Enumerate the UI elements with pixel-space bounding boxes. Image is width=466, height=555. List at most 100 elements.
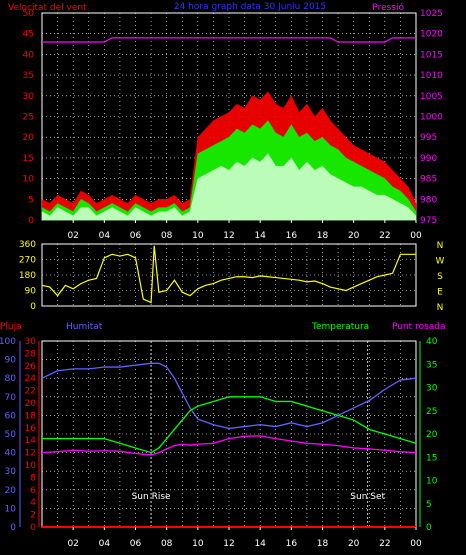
direction-y-tick-label: 360 <box>19 240 36 250</box>
wind-x-tick-label: 06 <box>130 231 142 241</box>
wind-series-speed <box>41 153 417 221</box>
direction-y-tick-label: 270 <box>19 256 36 266</box>
pressure-y-tick-label: 985 <box>420 175 437 185</box>
rain-y-tick-label: 12 <box>25 449 36 459</box>
direction-y-tick-label: 0 <box>30 302 36 312</box>
temperature-y-tick-label: 25 <box>426 407 437 417</box>
pressure-y-tick-label: 1000 <box>420 113 443 123</box>
sunrise-label: Sun Rise <box>132 492 171 502</box>
wind-y-tick-label: 20 <box>23 133 35 143</box>
temp-x-tick-label: 02 <box>67 539 78 549</box>
rain-y-tick-label: 8 <box>30 473 36 483</box>
rain-y-tick-label: 6 <box>30 486 36 496</box>
direction-compass-label: N <box>437 303 444 313</box>
temperature-legend-label: Temperatura <box>311 322 369 332</box>
rain-y-tick-label: 30 <box>25 337 37 347</box>
temp-series-temperatura <box>42 396 417 454</box>
rain-legend-label: Pluja <box>0 322 22 332</box>
temperature-y-tick-label: 30 <box>426 384 438 394</box>
wind-y-tick-label: 10 <box>23 175 35 185</box>
wind-x-tick-label: 02 <box>67 231 78 241</box>
temp-x-tick-label: 18 <box>317 539 329 549</box>
humidity-y-tick-label: 90 <box>5 356 17 366</box>
temp-series-punt-rosada <box>41 435 417 456</box>
temperature-y-tick-label: 0 <box>426 523 432 533</box>
pressure-y-tick-label: 990 <box>420 154 437 164</box>
temp-x-tick-label: 12 <box>223 539 234 549</box>
pressure-line <box>42 37 416 43</box>
pressure-y-tick-label: 1005 <box>420 92 443 102</box>
direction-compass-label: W <box>436 257 445 267</box>
temp-x-tick-label: 06 <box>130 539 142 549</box>
wind-y-tick-label: 40 <box>23 50 35 60</box>
humidity-y-tick-label: 30 <box>5 467 17 477</box>
temp-x-tick-label: 08 <box>161 539 173 549</box>
pressure-title: Pressió <box>372 2 404 13</box>
temperature-y-tick-label: 20 <box>426 430 438 440</box>
temp-x-tick-label: 14 <box>254 539 266 549</box>
pressure-y-tick-label: 980 <box>420 195 437 205</box>
wind-y-tick-label: 0 <box>28 216 34 226</box>
temp-x-tick-label: 04 <box>99 539 111 549</box>
temp-x-tick-label: 20 <box>348 539 360 549</box>
wind-y-tick-label: 30 <box>23 92 35 102</box>
wind-x-tick-label: 12 <box>223 231 234 241</box>
rain-y-tick-label: 20 <box>25 399 37 409</box>
rain-y-tick-label: 24 <box>25 374 37 384</box>
rain-y-tick-label: 28 <box>25 349 37 359</box>
temperature-y-tick-label: 10 <box>426 477 438 487</box>
wind-speed-title: Velocitat del vent <box>8 3 87 13</box>
dewpoint-legend-label: Punt rosada <box>392 322 446 332</box>
rain-y-tick-label: 2 <box>30 511 36 521</box>
temp-x-tick-label: 16 <box>286 539 298 549</box>
humidity-legend-label: Humitat <box>66 322 103 332</box>
rain-y-tick-label: 22 <box>25 387 36 397</box>
direction-compass-label: E <box>437 288 443 298</box>
humidity-y-tick-label: 0 <box>10 523 16 533</box>
sunset-label: Sun Set <box>350 492 385 502</box>
temp-series-humitat <box>41 362 417 430</box>
pressure-y-tick-label: 975 <box>420 216 437 226</box>
humidity-y-tick-label: 10 <box>5 504 17 514</box>
temp-x-tick-label: 00 <box>410 539 422 549</box>
wind-x-tick-label: 22 <box>379 231 390 241</box>
wind-y-tick-label: 25 <box>23 113 34 123</box>
temperature-y-tick-label: 5 <box>426 500 432 510</box>
direction-compass-label: N <box>437 241 444 251</box>
temp-x-tick-label: 22 <box>379 539 390 549</box>
wind-y-tick-label: 35 <box>23 71 34 81</box>
wind-x-tick-label: 18 <box>317 231 329 241</box>
pressure-y-tick-label: 1025 <box>420 9 443 19</box>
wind-x-tick-label: 10 <box>192 231 204 241</box>
humidity-y-tick-label: 100 <box>0 337 16 347</box>
pressure-y-tick-label: 995 <box>420 133 437 143</box>
wind-x-tick-label: 20 <box>348 231 360 241</box>
rain-y-tick-label: 4 <box>30 498 36 508</box>
wind-y-tick-label: 5 <box>28 195 34 205</box>
temp-x-tick-label: 10 <box>192 539 204 549</box>
rain-y-tick-label: 0 <box>30 523 36 533</box>
rain-y-tick-label: 14 <box>25 436 37 446</box>
wind-y-tick-label: 45 <box>23 30 34 40</box>
humidity-y-tick-label: 40 <box>5 449 17 459</box>
humidity-y-tick-label: 50 <box>5 430 17 440</box>
direction-compass-label: S <box>437 272 443 282</box>
pressure-y-tick-label: 1015 <box>420 50 443 60</box>
wind-x-tick-label: 16 <box>286 231 298 241</box>
direction-y-tick-label: 90 <box>25 287 37 297</box>
temperature-y-tick-label: 35 <box>426 360 437 370</box>
direction-line <box>41 245 416 304</box>
chart-caption: 24 hora graph data 30 Juniu 2015 <box>174 2 326 12</box>
direction-y-tick-label: 180 <box>19 271 36 281</box>
humidity-y-tick-label: 70 <box>5 393 17 403</box>
wind-x-tick-label: 00 <box>410 231 422 241</box>
humidity-y-tick-label: 60 <box>5 411 17 421</box>
temperature-y-tick-label: 15 <box>426 453 437 463</box>
rain-y-tick-label: 16 <box>25 424 37 434</box>
rain-y-tick-label: 10 <box>25 461 37 471</box>
rain-y-tick-label: 18 <box>25 411 37 421</box>
wind-y-tick-label: 50 <box>23 9 35 19</box>
humidity-y-tick-label: 80 <box>5 374 17 384</box>
